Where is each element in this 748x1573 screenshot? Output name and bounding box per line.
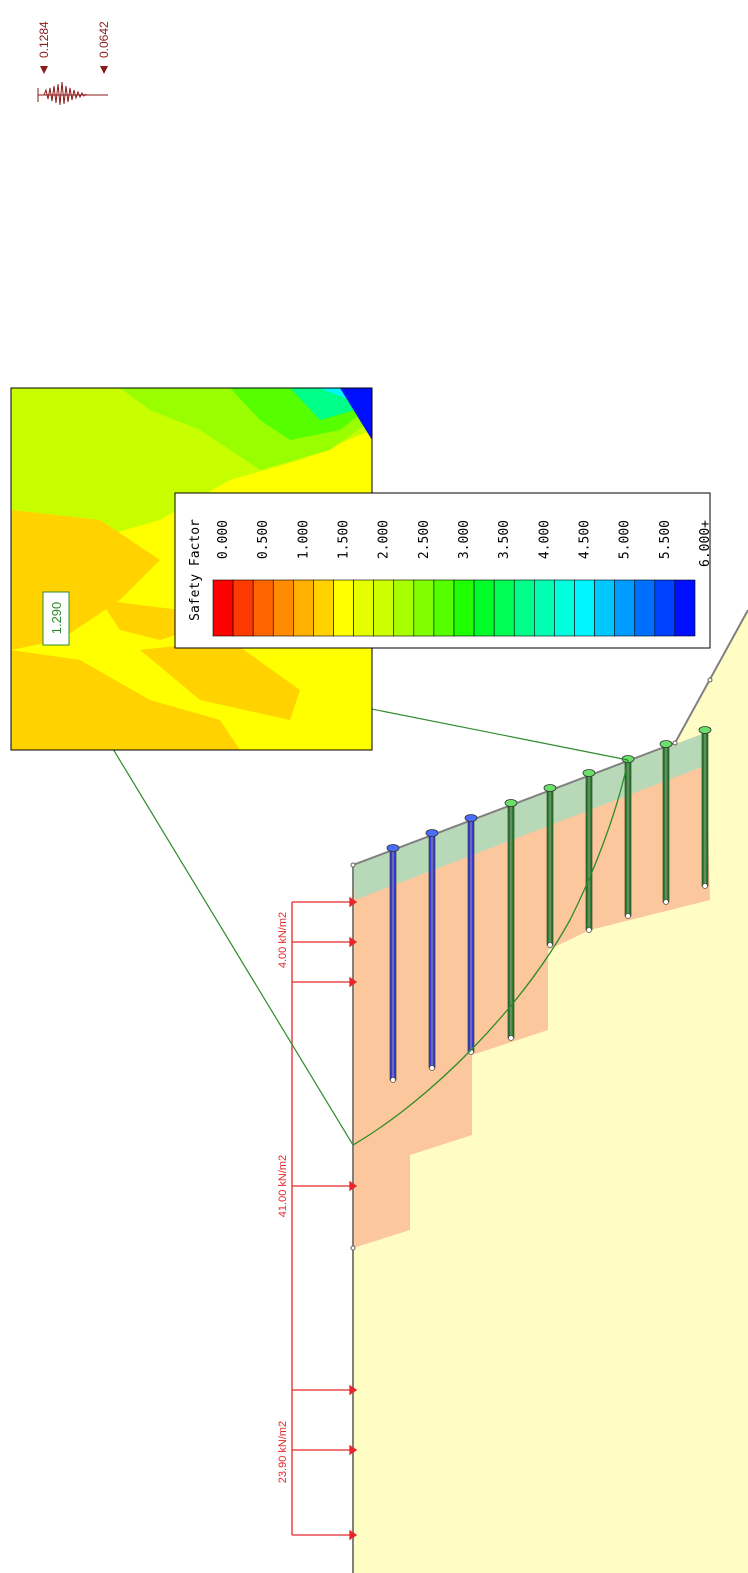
legend-swatch (373, 579, 395, 637)
load-3-label: 23.90 kN/m2 (277, 1421, 289, 1483)
nail-head-icon (504, 799, 518, 807)
legend-swatch (453, 579, 475, 637)
vertical-coef-label: 0.0642 (97, 21, 111, 58)
legend-swatch (313, 579, 334, 637)
nail-head-icon (698, 726, 712, 734)
legend-tick-label: 2.000 (377, 520, 392, 559)
soil-nail (543, 784, 557, 948)
legend-swatch (493, 579, 515, 637)
legend-swatch (614, 579, 636, 637)
legend-tick-label: 0.000 (216, 520, 231, 559)
legend-tick-label: 3.500 (497, 520, 512, 559)
legend-swatch (674, 579, 696, 637)
legend-swatch (413, 579, 435, 637)
legend-tick-label: 2.500 (417, 520, 432, 559)
boundary-vertices (350, 677, 713, 1251)
horizontal-coef-label: 0.1284 (37, 21, 51, 58)
soil-nail (659, 740, 673, 905)
legend-swatch (574, 579, 595, 637)
soil-nail (425, 829, 439, 1071)
legend-swatch (433, 579, 455, 637)
shotcrete-facing (353, 733, 707, 900)
nail-head-icon (582, 769, 596, 777)
legend-swatch (634, 579, 656, 637)
load-3 (291, 1384, 358, 1541)
soil-nail (504, 799, 518, 1041)
load-2 (291, 982, 358, 1390)
legend-swatch (513, 579, 535, 637)
vertical-coef-marker-icon (100, 66, 108, 74)
load-2-label: 41.00 kN/m2 (277, 1155, 289, 1217)
nail-head-icon (425, 829, 439, 837)
nail-head-icon (464, 814, 478, 822)
legend-swatch (393, 579, 415, 637)
legend-swatch (534, 579, 555, 637)
soil-nail (582, 769, 596, 933)
legend-tick-labels: 0.000 0.500 1.000 1.500 2.000 2.500 3.000 3.500… (216, 520, 713, 567)
safety-factor-value-box (42, 591, 70, 646)
nail-head-icon (543, 784, 557, 792)
legend-swatch (554, 579, 575, 637)
legend-tick-label: 5.500 (658, 520, 673, 559)
seismic-waveform-icon (37, 81, 108, 106)
legend-tick-label: 4.000 (537, 520, 552, 559)
distributed-loads (291, 896, 358, 1541)
safety-factor-legend: Safety Factor 0.000 0.500 1.000 1.500 2.000 2… (174, 492, 713, 649)
legend-tick-label: 1.500 (337, 520, 352, 559)
legend-swatch (252, 579, 274, 637)
horizontal-coef-marker-icon (40, 66, 48, 74)
legend-swatch (212, 579, 234, 637)
legend-swatch (333, 579, 354, 637)
legend-title: Safety Factor (188, 519, 203, 621)
legend-tick-label: 4.500 (578, 520, 593, 559)
legend-tick-label: 6.000+ (698, 520, 713, 567)
legend-tick-label: 3.000 (457, 520, 472, 559)
legend-tick-label: 1.000 (296, 520, 311, 559)
safety-factor-value: 1.290 (49, 602, 64, 635)
soil-nail (386, 844, 400, 1083)
soil-nail (621, 755, 635, 919)
slope-geometry (350, 609, 748, 1573)
soil-nail (698, 726, 712, 889)
soil-nails (386, 726, 712, 1083)
load-1-label: 4.00 kN/m2 (277, 912, 289, 968)
soil-nail (464, 814, 478, 1055)
legend-swatch (293, 579, 314, 637)
legend-swatch (232, 579, 254, 637)
nail-head-icon (659, 740, 673, 748)
legend-swatch (353, 579, 374, 637)
seismic-indicator: 0.1284 0.0642 (37, 21, 111, 106)
critical-slip-surface (352, 759, 629, 1146)
load-1 (291, 896, 358, 988)
legend-tick-label: 5.000 (618, 520, 633, 559)
legend-tick-label: 0.500 (256, 520, 271, 559)
legend-swatch (594, 579, 615, 637)
legend-swatch (473, 579, 495, 637)
nail-head-icon (386, 844, 400, 852)
legend-color-bar (212, 579, 696, 637)
legend-swatch (654, 579, 676, 637)
legend-swatch (272, 579, 294, 637)
